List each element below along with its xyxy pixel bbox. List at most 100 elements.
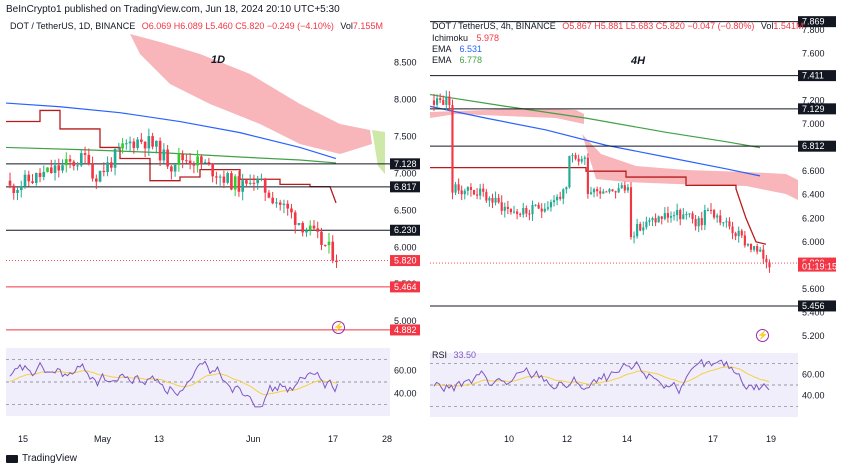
candle-body [293, 212, 297, 225]
candle-body [38, 172, 42, 177]
rsi-ma-line [433, 366, 770, 387]
candle-body [192, 164, 196, 166]
ichimoku-label: Ichimoku [432, 33, 469, 43]
price-tick: 6.200 [802, 213, 825, 223]
time-tick: 12 [562, 434, 572, 444]
candle-body [599, 191, 602, 194]
candle-body [552, 200, 556, 203]
candle-body [586, 157, 589, 194]
candle-body [222, 176, 226, 183]
candle-body [608, 189, 611, 192]
candle-body [623, 185, 626, 191]
lightning-icon[interactable]: ⚡ [756, 329, 769, 342]
candle-body [327, 241, 331, 246]
candle-body [267, 192, 271, 198]
candle-body [46, 167, 49, 172]
candle-body [509, 208, 513, 213]
candle-body [49, 167, 53, 173]
price-label-text: 7.869 [802, 17, 825, 27]
time-tick: 13 [154, 434, 164, 444]
price-label-text: 6.230 [394, 225, 417, 235]
candle-body [556, 196, 559, 201]
candle-body [451, 105, 454, 193]
candle-body [549, 202, 553, 208]
candle-body [568, 155, 571, 188]
candle-body [672, 215, 676, 217]
candle-body [312, 225, 316, 229]
candle-body [23, 174, 27, 187]
price-label-text: 6.812 [802, 141, 825, 151]
rsi-ma-line [9, 370, 338, 396]
price-label-text: 7.128 [394, 159, 417, 169]
left-vol-value: 7.155M [352, 21, 383, 31]
candle-body [759, 249, 762, 252]
price-label [390, 255, 420, 267]
candle-body [79, 153, 83, 166]
candle-body [460, 190, 463, 195]
ichimoku-cloud [130, 34, 372, 154]
tradingview-brand[interactable]: TradingView [6, 453, 77, 464]
candle-body [140, 139, 143, 142]
ichimoku-value: 5.978 [476, 33, 500, 43]
candle-body [494, 197, 497, 203]
candle-body [218, 176, 222, 178]
candle-body [469, 187, 473, 190]
candle-body [682, 214, 685, 220]
candle-body [132, 141, 136, 148]
candle-body [697, 218, 700, 227]
right-symbol: DOT / TetherUS, 4h, BINANCE [432, 21, 556, 31]
candle-body [323, 244, 327, 246]
candle-body [162, 149, 166, 161]
left-ohlc: O6.069 H6.089 L5.460 C5.820 −0.249 (−4.1… [141, 21, 334, 31]
candle-body [565, 187, 568, 190]
candle-body [488, 197, 491, 201]
right-chart[interactable]: 7.8007.6007.4007.2007.0006.8006.6006.400… [426, 14, 850, 450]
price-tick: 7.800 [802, 25, 825, 35]
candle-body [442, 99, 445, 105]
candle-body [602, 191, 605, 194]
candle-body [241, 180, 244, 192]
ema1-value: 6.531 [459, 44, 483, 54]
candle-body [463, 190, 466, 195]
candle-body [207, 162, 211, 164]
candle-body [694, 219, 697, 227]
lightning-icon[interactable]: ⚡ [332, 321, 345, 334]
ema-green-line [429, 93, 761, 149]
candle-body [629, 187, 633, 238]
candle-body [666, 213, 669, 218]
candle-body [688, 213, 691, 215]
candle-body [203, 162, 207, 164]
candle-body [125, 143, 128, 145]
candle-body [626, 187, 629, 191]
candle-body [110, 162, 113, 168]
price-tick: 5.000 [394, 316, 417, 326]
price-tick: 7.500 [394, 131, 417, 141]
candle-body [703, 210, 706, 226]
candle-body [185, 160, 188, 162]
candle-body [691, 213, 694, 220]
ema2-legend: EMA 6.778 [432, 55, 482, 65]
candle-body [728, 221, 731, 227]
candle-body [166, 149, 169, 167]
candle-body [57, 165, 61, 171]
candle-body [768, 262, 771, 268]
candle-body [700, 218, 703, 226]
rsi-line [433, 358, 770, 395]
candle-body [94, 178, 98, 182]
candle-body [211, 163, 214, 177]
candle-body [432, 100, 436, 105]
price-tick: 5.600 [802, 284, 825, 294]
kijun-line [6, 109, 337, 204]
candle-body [91, 163, 94, 179]
candle-body [12, 185, 16, 194]
candle-body [106, 162, 109, 173]
price-tick: 7.200 [802, 95, 825, 105]
left-chart[interactable]: 8.5008.0007.5007.0006.5006.0005.5005.000… [0, 14, 426, 450]
candle-body [335, 260, 338, 263]
candle-body [580, 158, 583, 162]
candle-body [522, 208, 525, 215]
candle-body [762, 249, 765, 259]
candle-body [53, 165, 57, 173]
candle-body [642, 227, 645, 231]
candle-body [482, 188, 485, 192]
